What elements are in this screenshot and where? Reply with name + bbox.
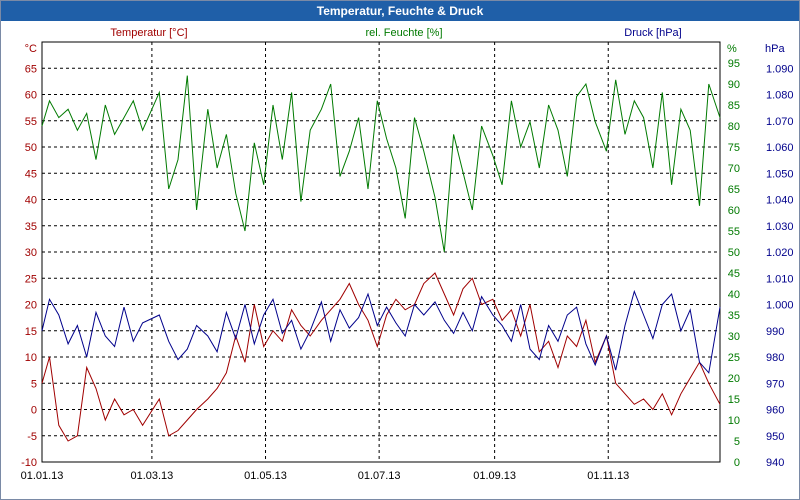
temperature-tick-label: 40 bbox=[25, 195, 37, 207]
temperature-tick-label: 30 bbox=[25, 247, 37, 259]
pressure-tick-label: 1.070 bbox=[766, 116, 794, 128]
humidity-tick-label: 5 bbox=[734, 436, 740, 448]
pressure-tick-label: 980 bbox=[766, 352, 784, 364]
window-title: Temperatur, Feuchte & Druck bbox=[1, 1, 799, 21]
series-lines bbox=[41, 75, 721, 442]
temperature-axis-label: Temperatur [°C] bbox=[110, 27, 187, 39]
pressure-tick-label: 940 bbox=[766, 457, 784, 469]
humidity-tick-label: 15 bbox=[728, 394, 740, 406]
pressure-tick-label: 970 bbox=[766, 378, 784, 390]
humidity-tick-label: 65 bbox=[728, 184, 740, 196]
pressure-unit: hPa bbox=[765, 43, 785, 55]
temperature-series-line bbox=[41, 272, 721, 442]
humidity-tick-label: 60 bbox=[728, 205, 740, 217]
temperature-tick-label: 55 bbox=[25, 116, 37, 128]
humidity-tick-label: 95 bbox=[728, 58, 740, 70]
temperature-tick-label: 0 bbox=[31, 405, 37, 417]
humidity-axis-label: rel. Feuchte [%] bbox=[365, 27, 442, 39]
pressure-series-line bbox=[41, 289, 721, 374]
pressure-tick-label: 1.000 bbox=[766, 300, 794, 312]
x-axis-ticks: 01.01.13 01.03.13 01.05.13 01.07.13 01.09.13… bbox=[21, 470, 630, 482]
temperature-tick-label: 65 bbox=[25, 63, 37, 75]
humidity-tick-label: 10 bbox=[728, 415, 740, 427]
temperature-tick-label: -10 bbox=[21, 457, 37, 469]
chart-plot: -10 -5 0 5 10 15 20 25 30 35 40 45 50 55 60 65 0 5 10 15 20… bbox=[21, 27, 794, 482]
pressure-tick-label: 1.020 bbox=[766, 247, 794, 259]
humidity-tick-label: 25 bbox=[728, 352, 740, 364]
humidity-tick-label: 55 bbox=[728, 226, 740, 238]
temperature-tick-label: 10 bbox=[25, 352, 37, 364]
pressure-tick-label: 1.010 bbox=[766, 273, 794, 285]
temperature-tick-label: -5 bbox=[27, 431, 37, 443]
pressure-tick-label: 1.060 bbox=[766, 142, 794, 154]
x-tick-label: 01.05.13 bbox=[244, 470, 287, 482]
grid-lines bbox=[41, 41, 721, 463]
x-tick-label: 01.01.13 bbox=[21, 470, 64, 482]
humidity-tick-label: 35 bbox=[728, 310, 740, 322]
humidity-tick-label: 80 bbox=[728, 121, 740, 133]
pressure-axis-label: Druck [hPa] bbox=[624, 27, 681, 39]
pressure-tick-label: 960 bbox=[766, 405, 784, 417]
humidity-tick-label: 50 bbox=[728, 247, 740, 259]
temperature-tick-label: 20 bbox=[25, 300, 37, 312]
humidity-unit: % bbox=[727, 43, 737, 55]
temperature-tick-label: 35 bbox=[25, 221, 37, 233]
temperature-tick-label: 25 bbox=[25, 273, 37, 285]
humidity-tick-label: 30 bbox=[728, 331, 740, 343]
humidity-tick-label: 20 bbox=[728, 373, 740, 385]
x-tick-label: 01.03.13 bbox=[130, 470, 173, 482]
temperature-axis-ticks: -10 -5 0 5 10 15 20 25 30 35 40 45 50 55 60 65 bbox=[21, 63, 37, 469]
x-tick-label: 01.07.13 bbox=[358, 470, 401, 482]
pressure-tick-label: 1.050 bbox=[766, 168, 794, 180]
humidity-tick-label: 40 bbox=[728, 289, 740, 301]
humidity-tick-label: 90 bbox=[728, 79, 740, 91]
humidity-tick-label: 75 bbox=[728, 142, 740, 154]
humidity-tick-label: 70 bbox=[728, 163, 740, 175]
pressure-tick-label: 1.030 bbox=[766, 221, 794, 233]
temperature-unit: °C bbox=[25, 43, 37, 55]
humidity-series-line bbox=[41, 75, 721, 253]
pressure-tick-label: 1.080 bbox=[766, 90, 794, 102]
humidity-tick-label: 45 bbox=[728, 268, 740, 280]
temperature-tick-label: 60 bbox=[25, 90, 37, 102]
temperature-tick-label: 45 bbox=[25, 168, 37, 180]
humidity-axis-ticks: 0 5 10 15 20 25 30 35 40 45 50 55 60 65 70 75 80 85 90 95 bbox=[728, 58, 740, 469]
pressure-tick-label: 1.090 bbox=[766, 63, 794, 75]
humidity-tick-label: 0 bbox=[734, 457, 740, 469]
humidity-tick-label: 85 bbox=[728, 100, 740, 112]
pressure-tick-label: 990 bbox=[766, 326, 784, 338]
pressure-tick-label: 1.040 bbox=[766, 195, 794, 207]
temperature-tick-label: 5 bbox=[31, 378, 37, 390]
temperature-tick-label: 50 bbox=[25, 142, 37, 154]
x-tick-label: 01.09.13 bbox=[473, 470, 516, 482]
temperature-tick-label: 15 bbox=[25, 326, 37, 338]
x-tick-label: 01.11.13 bbox=[587, 470, 629, 482]
pressure-tick-label: 950 bbox=[766, 431, 784, 443]
pressure-axis-ticks: 940 950 960 970 980 990 1.000 1.010 1.020 1.030 1.… bbox=[766, 63, 794, 469]
